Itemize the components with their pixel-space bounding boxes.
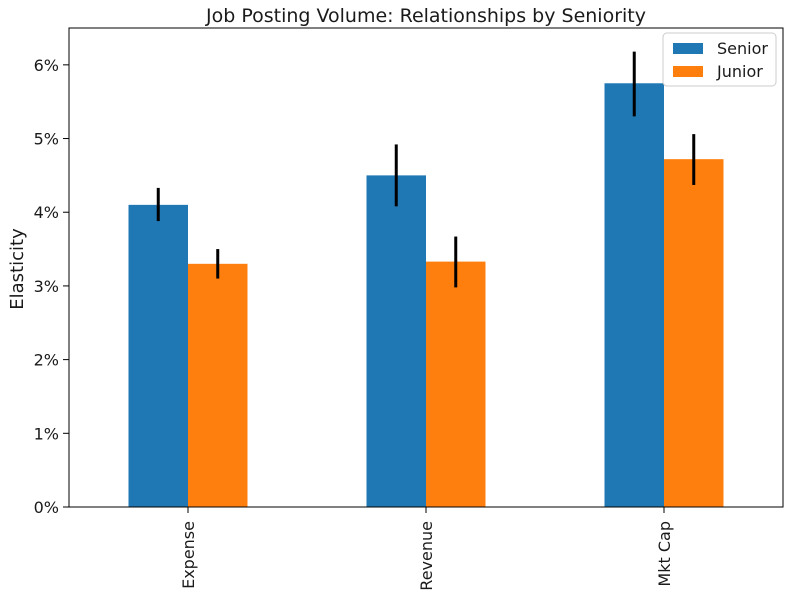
x-tick-label-0: Expense: [179, 521, 198, 589]
x-tick-label-1: Revenue: [417, 521, 436, 591]
x-tick-label-2: Mkt Cap: [655, 521, 674, 587]
bar-senior-1: [366, 175, 426, 507]
legend-label-junior: Junior: [716, 62, 763, 81]
y-tick-label-1: 1%: [34, 424, 59, 443]
legend-swatch-junior: [673, 66, 703, 77]
y-tick-label-5: 5%: [34, 130, 59, 149]
y-tick-label-6: 6%: [34, 56, 59, 75]
bar-senior-2: [604, 83, 664, 508]
bar-junior-2: [664, 159, 724, 507]
y-tick-label-3: 3%: [34, 277, 59, 296]
chart-title: Job Posting Volume: Relationships by Sen…: [205, 5, 646, 27]
y-tick-label-0: 0%: [34, 498, 59, 517]
y-tick-label-4: 4%: [34, 203, 59, 222]
plot-area: [128, 51, 724, 508]
legend-swatch-senior: [673, 43, 703, 54]
bar-senior-0: [128, 204, 188, 507]
axes: 0% 1% 2% 3% 4% 5% 6% Expense Revenue Mkt Cap: [34, 27, 784, 591]
y-tick-label-2: 2%: [34, 351, 59, 370]
legend-label-senior: Senior: [717, 39, 768, 58]
bar-junior-0: [188, 263, 248, 507]
legend: Senior Junior: [662, 32, 777, 87]
y-axis-label: Elasticity: [7, 228, 28, 310]
bar-junior-1: [426, 261, 486, 507]
